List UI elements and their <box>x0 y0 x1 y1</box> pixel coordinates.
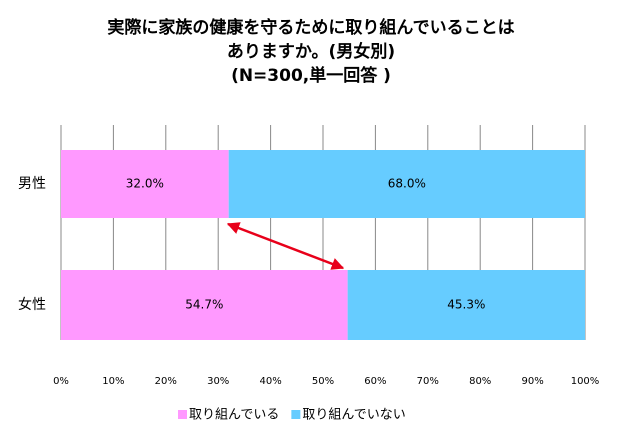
x-tick-label: 80% <box>469 376 491 387</box>
value-label: 32.0% <box>126 177 164 191</box>
y-tick-label: 男性 <box>18 176 46 192</box>
comparison-arrow <box>226 222 345 270</box>
x-tick-label: 70% <box>417 376 439 387</box>
chart-title: ありますか。(男女別) <box>227 41 395 62</box>
bar-segment <box>228 150 585 218</box>
value-label: 45.3% <box>447 298 485 312</box>
y-tick-label: 女性 <box>18 296 46 313</box>
x-tick-label: 20% <box>155 376 177 387</box>
x-tick-label: 10% <box>102 376 124 387</box>
bar-segment <box>347 270 585 340</box>
bar-segment <box>61 270 348 340</box>
x-tick-label: 30% <box>207 376 229 387</box>
x-tick-label: 0% <box>53 376 69 387</box>
legend-label: 取り組んでいない <box>302 408 405 423</box>
x-tick-label: 60% <box>364 376 386 387</box>
legend-label: 取り組んでいる <box>189 408 279 423</box>
x-tick-label: 40% <box>259 376 281 387</box>
value-label: 54.7% <box>185 298 223 312</box>
chart-title: (N=300,単一回答 ) <box>231 65 391 86</box>
x-tick-label: 50% <box>312 376 334 387</box>
legend-swatch <box>291 410 301 419</box>
legend-swatch <box>178 410 187 419</box>
value-label: 68.0% <box>388 177 426 191</box>
chart-title: 実際に家族の健康を守るために取り組んでいることは <box>107 17 514 38</box>
x-tick-label: 90% <box>521 376 543 387</box>
bar-segment <box>61 150 229 218</box>
x-tick-label: 100% <box>571 376 600 387</box>
